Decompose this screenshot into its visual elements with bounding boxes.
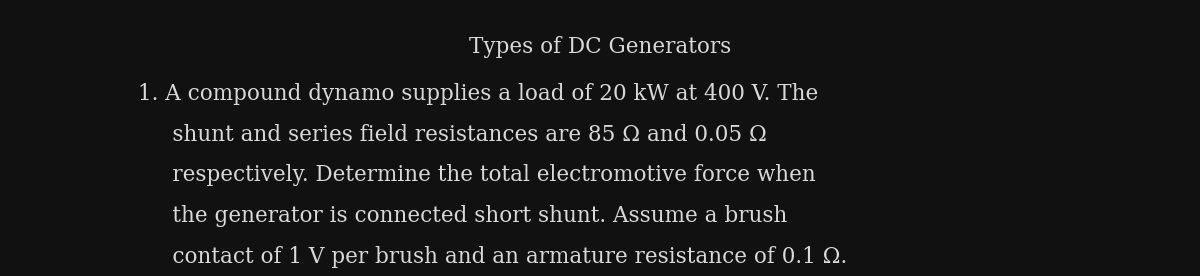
Text: Types of DC Generators: Types of DC Generators <box>469 36 731 58</box>
Text: shunt and series field resistances are 85 Ω and 0.05 Ω: shunt and series field resistances are 8… <box>138 124 767 146</box>
Text: 1. A compound dynamo supplies a load of 20 kW at 400 V. The: 1. A compound dynamo supplies a load of … <box>138 83 818 105</box>
Text: respectively. Determine the total electromotive force when: respectively. Determine the total electr… <box>138 164 816 187</box>
Text: the generator is connected short shunt. Assume a brush: the generator is connected short shunt. … <box>138 205 787 227</box>
Text: contact of 1 V per brush and an armature resistance of 0.1 Ω.: contact of 1 V per brush and an armature… <box>138 246 847 268</box>
